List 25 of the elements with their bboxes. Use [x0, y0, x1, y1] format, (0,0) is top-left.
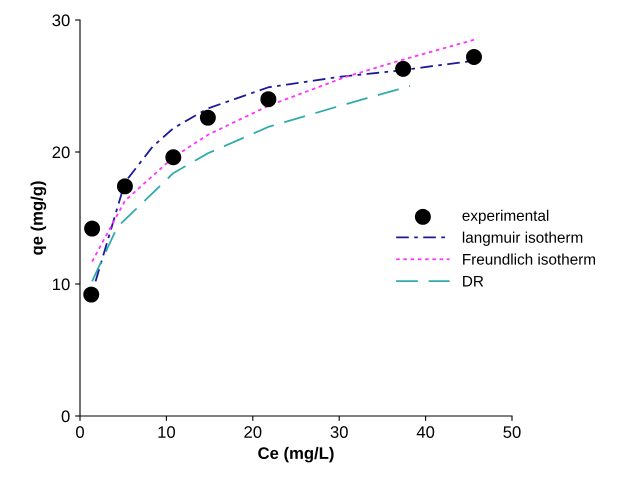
- point: [165, 149, 182, 166]
- legend-label: langmuir isotherm: [462, 232, 582, 246]
- point: [200, 110, 216, 126]
- y-tick-label: 0: [62, 410, 70, 422]
- x-tick-label: 0: [76, 426, 84, 438]
- legend-label: experimental: [462, 210, 548, 224]
- y-tick-label: 30: [52, 14, 70, 26]
- x-tick-label: 40: [416, 426, 434, 438]
- x-tick-label: 30: [330, 426, 348, 438]
- legend-label: DR: [463, 276, 484, 286]
- x-tick-label: 20: [244, 426, 262, 438]
- point: [84, 220, 100, 237]
- point: [466, 48, 482, 65]
- x-tick-label: 10: [158, 426, 176, 438]
- point: [83, 286, 100, 303]
- point: [116, 178, 133, 194]
- y-tick-label: 20: [52, 146, 70, 158]
- line-series: [91, 85, 411, 282]
- y-axis-title: qe (mg/g): [30, 181, 46, 255]
- x-axis-title: Ce (mg/L): [258, 446, 334, 462]
- point: [260, 91, 276, 108]
- legend-label: Freundlich isotherm: [463, 254, 595, 265]
- point: [395, 60, 412, 77]
- x-tick-label: 50: [503, 426, 521, 438]
- y-tick-label: 10: [53, 278, 70, 290]
